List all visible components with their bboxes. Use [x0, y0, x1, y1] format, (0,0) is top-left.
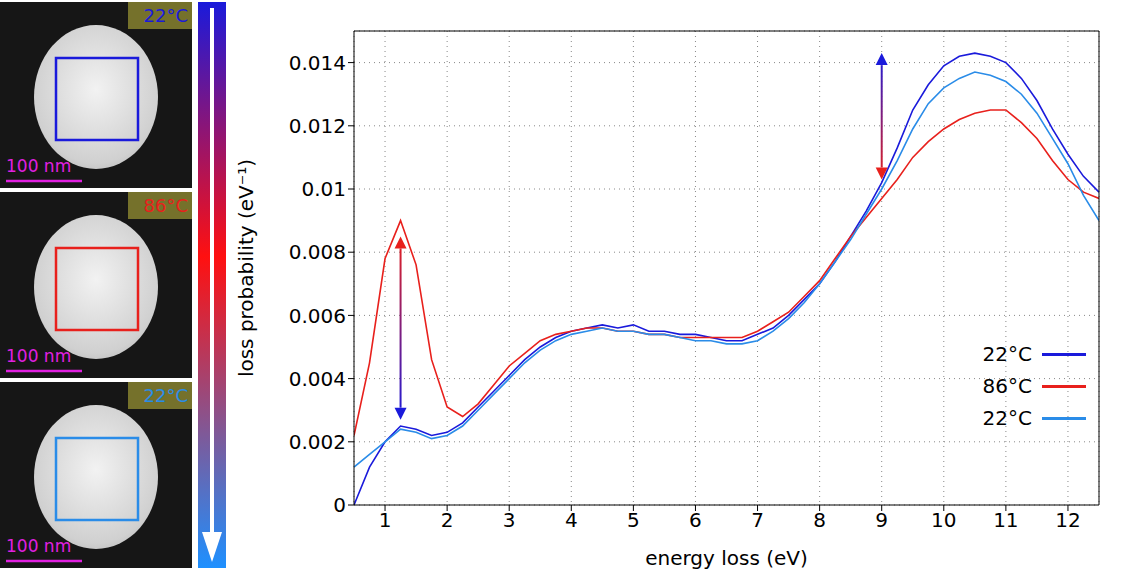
svg-text:0.01: 0.01 [301, 177, 346, 201]
svg-text:11: 11 [993, 508, 1018, 532]
svg-text:2: 2 [441, 508, 454, 532]
html-text:22°C: 22°C [982, 406, 1032, 430]
svg-text:100 nm: 100 nm [6, 536, 71, 556]
svg-text:8: 8 [813, 508, 826, 532]
svg-text:loss probability (eV⁻¹): loss probability (eV⁻¹) [234, 159, 258, 377]
svg-text:0: 0 [333, 493, 346, 517]
svg-text:1: 1 [379, 508, 392, 532]
svg-text:12: 12 [1055, 508, 1080, 532]
svg-text:energy loss (eV): energy loss (eV) [645, 546, 808, 570]
svg-text:10: 10 [931, 508, 956, 532]
svg-text:0.004: 0.004 [289, 367, 346, 391]
svg-text:0.002: 0.002 [289, 430, 346, 454]
svg-text:0.012: 0.012 [289, 114, 346, 138]
svg-text:7: 7 [751, 508, 764, 532]
svg-text:3: 3 [503, 508, 516, 532]
svg-text:0.008: 0.008 [289, 240, 346, 264]
svg-text:6: 6 [689, 508, 702, 532]
svg-text:0.006: 0.006 [289, 304, 346, 328]
svg-text:5: 5 [627, 508, 640, 532]
svg-text:22°C: 22°C [144, 385, 188, 406]
svg-text:100 nm: 100 nm [6, 156, 71, 176]
svg-text:4: 4 [565, 508, 578, 532]
html-text:86°C: 86°C [982, 374, 1032, 398]
svg-text:9: 9 [875, 508, 888, 532]
html-text:22°C: 22°C [982, 342, 1032, 366]
svg-text:86°C: 86°C [144, 195, 188, 216]
svg-text:0.014: 0.014 [289, 51, 346, 75]
svg-text:22°C: 22°C [144, 5, 188, 26]
svg-text:100 nm: 100 nm [6, 346, 71, 366]
